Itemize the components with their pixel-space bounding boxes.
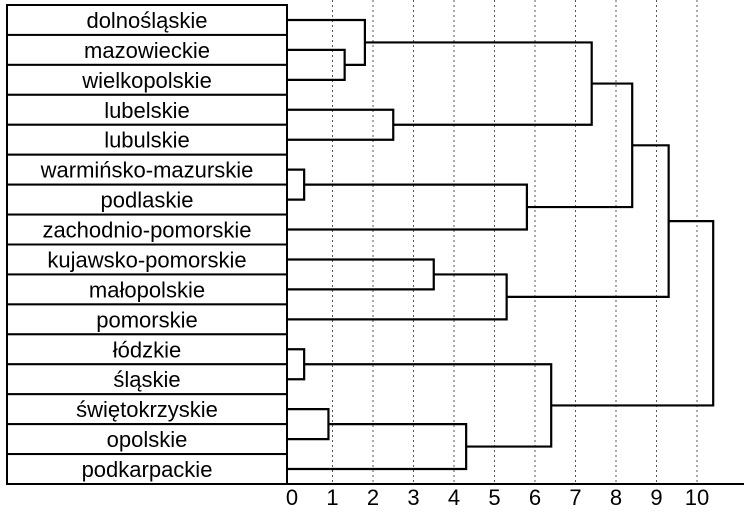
dendrogram-link [287,258,435,291]
label-box [6,303,288,336]
dendrogram-link [287,348,306,381]
label-box [6,63,288,96]
leaf-label: kujawsko-pomorskie [47,247,246,272]
x-tick-label: 0 [286,485,298,510]
x-tick-label: 2 [367,485,379,510]
x-tick-label: 7 [569,485,581,510]
dendrogram-link [287,108,395,141]
dendrogram-link [287,408,330,441]
dendrogram-link [287,423,468,471]
label-box [6,243,288,276]
x-tick-label: 10 [685,485,709,510]
label-box [6,153,288,186]
leaf-label: mazowieckie [84,38,210,63]
leaf-label: opolskie [107,427,188,452]
dendrogram-link [551,220,715,407]
leaf-label: pomorskie [96,307,197,332]
leaf-label: lubulskie [104,128,190,153]
tick-layer: 0 1 2 3 4 5 6 7 8 9 10 [7,483,744,510]
x-tick-label: 5 [488,485,500,510]
dendrogram-link [364,41,593,126]
x-tick-label: 9 [650,485,662,510]
label-box [6,333,288,366]
leaf-label: wielkopolskie [81,68,212,93]
dendrogram-link [287,168,306,201]
dendrogram-link [304,363,553,448]
leaf-label: zachodnio-pomorskie [42,218,251,243]
dendrogram-link [287,183,528,231]
label-box [6,93,288,126]
dendrogram-link [287,48,346,81]
leaf-label: podkarpackie [82,457,213,482]
x-tick-label: 4 [448,485,460,510]
link-layer [287,18,715,471]
leaf-label: lubelskie [104,98,190,123]
grid-layer [332,0,698,484]
leaf-label: śląskie [113,367,180,392]
x-tick-label: 1 [326,485,338,510]
leaf-label: dolnośląskie [86,8,207,33]
leaf-label: łódzkie [113,337,181,362]
leaf-label: świętokrzyskie [76,397,218,422]
x-tick-label: 6 [529,485,541,510]
x-tick-label: 8 [610,485,622,510]
dendrogram-link [506,144,670,298]
x-tick-label: 3 [407,485,419,510]
leaf-label: podlaskie [101,188,194,213]
dendrogram-link [287,273,508,321]
leaf-label: małopolskie [89,277,205,302]
label-layer: dolnośląskie mazowieckie wielkopolskie lube… [6,4,288,485]
dendrogram-link [287,18,366,66]
label-box [6,4,288,36]
leaf-label: warmińsko-mazurskie [40,158,254,183]
